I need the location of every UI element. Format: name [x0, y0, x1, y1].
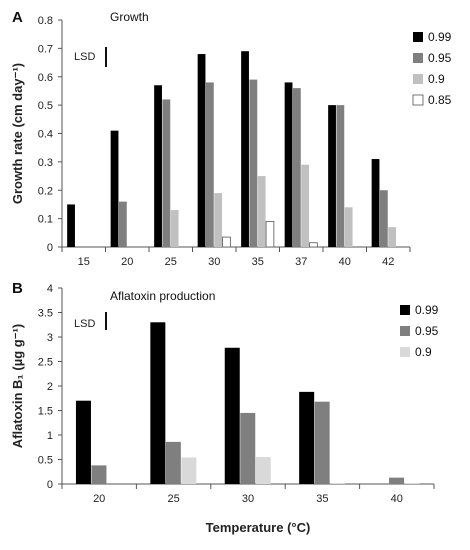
y-tick-label: 0.2: [38, 185, 53, 197]
bar: [309, 242, 318, 248]
bar: [240, 412, 256, 484]
bar: [330, 483, 346, 484]
y-tick-label: 0.4: [38, 129, 53, 141]
legend-swatch: [413, 74, 423, 84]
bar: [314, 401, 330, 484]
legend-swatch: [412, 94, 424, 106]
bar: [181, 457, 197, 484]
bar: [205, 82, 214, 247]
legend-label: 0.95: [415, 324, 439, 338]
legend-label: 0.99: [415, 303, 439, 317]
x-tick-label: 35: [316, 493, 328, 505]
legend-label: 0.95: [428, 51, 452, 65]
legend-label: 0.9: [415, 345, 432, 359]
y-axis-label: Aflatoxin B₁ (µg g⁻¹): [10, 324, 25, 448]
bar: [379, 190, 388, 247]
lsd-label: LSD: [74, 51, 95, 63]
x-tick-label: 40: [391, 493, 403, 505]
bar: [197, 54, 206, 247]
x-tick-label: 30: [242, 493, 254, 505]
y-tick-label: 0.1: [38, 214, 53, 226]
y-tick-label: 0: [47, 479, 53, 491]
y-tick-label: 2.5: [38, 357, 53, 369]
x-tick-label: 20: [121, 256, 133, 268]
bar: [150, 322, 166, 484]
x-tick-label: 30: [208, 256, 220, 268]
y-axis-label: Growth rate (cm day⁻¹): [10, 63, 25, 204]
chart-title: Aflatoxin production: [110, 289, 215, 303]
x-tick-label: 40: [339, 256, 351, 268]
bar: [265, 221, 275, 248]
y-tick-label: 1.5: [38, 406, 53, 418]
legend-swatch: [400, 305, 410, 315]
bar: [241, 51, 249, 248]
y-tick-label: 3.5: [38, 308, 53, 320]
legend-swatch: [413, 32, 423, 42]
lsd-label: LSD: [74, 318, 95, 330]
x-tick-label: 15: [78, 256, 90, 268]
bar: [301, 164, 310, 247]
y-tick-label: 0.7: [38, 43, 53, 55]
y-tick-label: 3: [47, 332, 53, 344]
legend-label: 0.85: [428, 93, 452, 107]
legend-label: 0.99: [428, 30, 452, 44]
bar: [284, 82, 293, 247]
bar: [371, 159, 380, 247]
legend-label: 0.9: [428, 72, 445, 86]
bar: [344, 207, 353, 247]
y-tick-label: 0.3: [38, 157, 53, 169]
x-tick-label: 20: [93, 493, 105, 505]
bar: [255, 457, 271, 484]
x-tick-label: 35: [252, 256, 264, 268]
legend-swatch: [413, 53, 423, 63]
panel-label: A: [12, 9, 23, 26]
y-tick-label: 0.5: [38, 100, 53, 112]
growth-chart: A Growth 0 0.1 0.2 0.3 0.4 0.5 0.6 0.7 0.8 Growth r…: [10, 9, 452, 268]
legend-swatch: [400, 326, 410, 336]
y-tick-label: 4: [47, 283, 53, 295]
bar: [110, 130, 119, 247]
bar: [162, 99, 171, 247]
chart-title: Growth: [110, 10, 149, 24]
aflatoxin-chart: B Aflatoxin production 0 0.5 1 1.5 2 2.5 3 3.5 4 Af…: [10, 280, 439, 535]
bar: [249, 79, 258, 248]
bar: [404, 483, 420, 484]
bar: [170, 210, 179, 247]
panel-label: B: [12, 280, 23, 297]
bar: [328, 105, 336, 247]
y-tick-label: 2: [47, 381, 53, 393]
y-tick-label: 0.5: [38, 455, 53, 467]
bar: [299, 391, 315, 484]
bar: [118, 201, 127, 247]
bar: [389, 477, 405, 484]
bar: [67, 204, 75, 247]
bar: [292, 88, 301, 247]
bar: [75, 400, 91, 484]
bar: [224, 347, 240, 484]
x-axis-label: Temperature (°C): [206, 520, 311, 535]
x-tick-label: 25: [165, 256, 177, 268]
y-tick-label: 1: [47, 430, 53, 442]
x-tick-label: 42: [382, 256, 394, 268]
bar: [154, 85, 162, 247]
bar: [91, 465, 107, 484]
y-tick-label: 0: [47, 242, 53, 254]
bar: [257, 176, 266, 247]
bar: [165, 441, 181, 484]
bar: [222, 236, 231, 248]
x-tick-label: 37: [295, 256, 307, 268]
y-tick-label: 0.8: [38, 15, 53, 27]
bar: [336, 105, 345, 247]
y-tick-label: 0.6: [38, 72, 53, 84]
x-tick-label: 25: [167, 493, 179, 505]
bar: [388, 227, 397, 247]
bar: [214, 193, 223, 247]
legend-swatch: [400, 347, 410, 357]
